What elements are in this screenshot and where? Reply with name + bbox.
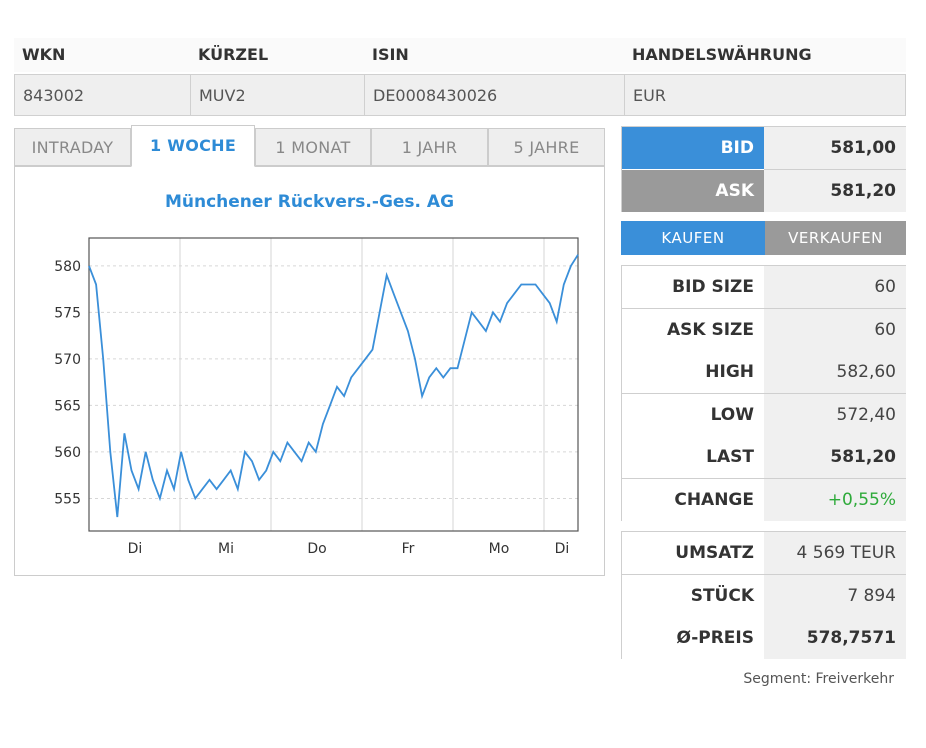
row-label: LOW [622, 393, 764, 436]
row-value: 60 [764, 308, 906, 351]
header-label-kuerzel: KÜRZEL [190, 38, 364, 72]
row-value: 7 894 [764, 574, 906, 617]
stats-table: BID SIZE 60 ASK SIZE 60 HIGH 582,60 LOW 572,40 L… [621, 265, 906, 521]
header-value-currency: EUR [624, 74, 906, 116]
row-label: ASK SIZE [622, 308, 764, 351]
y-tick-label: 570 [54, 352, 81, 368]
header-value-wkn: 843002 [14, 74, 191, 116]
row-value: +0,55% [764, 478, 906, 521]
y-tick-label: 555 [54, 491, 81, 507]
chart-panel [14, 166, 605, 576]
row-label: CHANGE [622, 478, 764, 521]
x-tick-label: Di [128, 541, 143, 557]
x-tick-label: Fr [402, 541, 415, 557]
header-label-currency: HANDELSWÄHRUNG [624, 38, 906, 72]
row-value: 60 [764, 266, 906, 308]
bid-label: BID [622, 127, 764, 169]
row-value: 572,40 [764, 393, 906, 436]
ask-label: ASK [622, 170, 764, 212]
row-value: 4 569 TEUR [764, 532, 906, 574]
y-tick-label: 560 [54, 445, 81, 461]
header-value-kuerzel: MUV2 [190, 74, 365, 116]
divider [764, 169, 906, 170]
x-tick-label: Mo [489, 541, 510, 557]
buy-button[interactable]: KAUFEN [621, 221, 765, 255]
tab-intraday[interactable]: INTRADAY [14, 128, 131, 166]
x-tick-label: Do [307, 541, 326, 557]
segment-info: Segment: Freiverkehr [743, 671, 894, 687]
y-tick-label: 580 [54, 259, 81, 275]
volume-table: UMSATZ 4 569 TEUR STÜCK 7 894 Ø-PREIS 578,757… [621, 531, 906, 659]
row-label: LAST [622, 436, 764, 478]
chart-title: Münchener Rückvers.-Ges. AG [164, 192, 455, 212]
tab-1-jahr[interactable]: 1 JAHR [371, 128, 488, 166]
tab-5-jahre[interactable]: 5 JAHRE [488, 128, 605, 166]
row-value: 578,7571 [764, 617, 906, 659]
plot-frame [88, 237, 579, 532]
row-value: 582,60 [764, 351, 906, 393]
row-label: STÜCK [622, 574, 764, 617]
y-tick-label: 565 [54, 398, 81, 414]
header-value-isin: DE0008430026 [364, 74, 625, 116]
tab-1-woche[interactable]: 1 WOCHE [131, 125, 255, 167]
x-tick-label: Di [555, 541, 570, 557]
row-label: BID SIZE [622, 266, 764, 308]
quote-box: BID 581,00 ASK 581,20 [621, 126, 906, 212]
ask-value: 581,20 [764, 170, 906, 212]
row-label: Ø-PREIS [622, 617, 764, 659]
header-label-isin: ISIN [364, 38, 624, 72]
price-line [88, 254, 579, 518]
row-value: 581,20 [764, 436, 906, 478]
row-label: HIGH [622, 351, 764, 393]
bid-value: 581,00 [764, 127, 906, 169]
sell-button[interactable]: VERKAUFEN [765, 221, 906, 255]
header-label-wkn: WKN [14, 38, 190, 72]
row-label: UMSATZ [622, 532, 764, 574]
x-tick-label: Mi [218, 541, 234, 557]
tab-1-monat[interactable]: 1 MONAT [255, 128, 371, 166]
y-tick-label: 575 [54, 305, 81, 321]
